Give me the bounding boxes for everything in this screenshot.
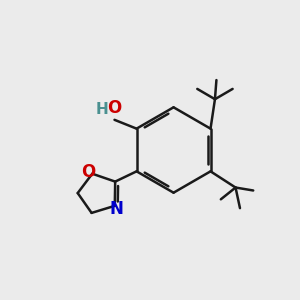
Text: O: O bbox=[107, 100, 122, 118]
Text: N: N bbox=[109, 200, 123, 218]
Text: O: O bbox=[81, 163, 95, 181]
Text: H: H bbox=[96, 103, 109, 118]
